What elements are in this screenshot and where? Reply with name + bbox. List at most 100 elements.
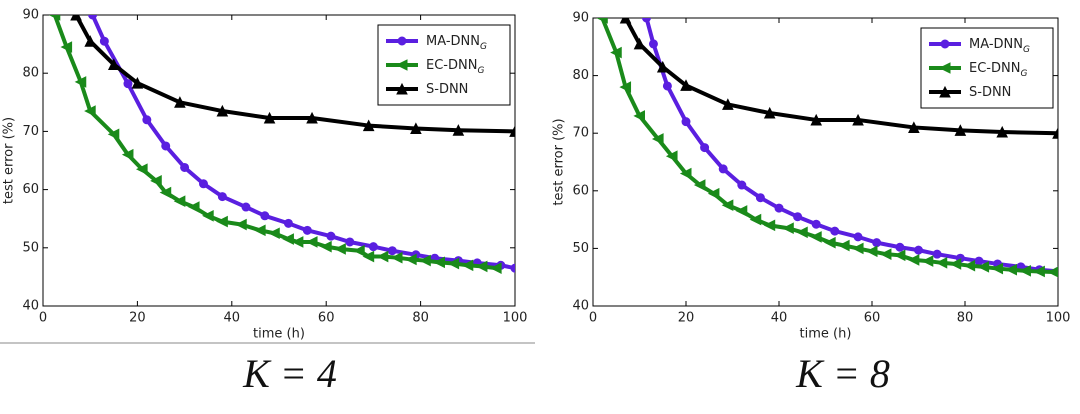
point xyxy=(362,119,375,132)
point xyxy=(107,128,120,141)
point xyxy=(811,219,821,229)
x-tick-label: 40 xyxy=(224,311,241,326)
point xyxy=(991,262,1004,275)
point xyxy=(619,81,632,93)
point xyxy=(879,248,892,260)
point xyxy=(853,232,863,242)
point xyxy=(88,15,98,20)
point xyxy=(907,254,920,266)
point xyxy=(447,257,460,270)
point xyxy=(782,222,794,235)
point xyxy=(174,96,186,108)
point xyxy=(107,58,120,70)
point xyxy=(700,143,710,153)
point xyxy=(1052,127,1058,139)
y-tick-label: 90 xyxy=(572,11,589,26)
legend-subscript: G xyxy=(1020,69,1027,79)
point xyxy=(749,213,762,226)
point xyxy=(908,121,920,133)
point xyxy=(142,115,152,125)
point xyxy=(914,245,923,255)
point xyxy=(376,250,389,263)
x-tick-label: 0 xyxy=(589,311,597,326)
point xyxy=(721,199,734,212)
legend-name: EC-DNN xyxy=(969,61,1020,76)
point xyxy=(679,167,692,180)
point xyxy=(610,46,622,59)
legend-marker xyxy=(940,39,950,49)
point xyxy=(1005,263,1017,276)
point xyxy=(935,256,948,269)
legend-label: MA-DNNG xyxy=(969,37,1030,55)
point xyxy=(737,180,747,190)
point xyxy=(461,259,474,272)
y-axis-label: test error (%) xyxy=(552,118,567,205)
point xyxy=(216,215,228,228)
point xyxy=(893,249,906,262)
point xyxy=(180,162,190,172)
point xyxy=(680,79,692,91)
point xyxy=(681,117,691,127)
point xyxy=(131,76,144,89)
y-tick-label: 90 xyxy=(22,8,39,23)
point xyxy=(510,263,515,273)
point xyxy=(954,124,967,136)
point xyxy=(353,244,365,257)
point xyxy=(305,236,318,248)
point xyxy=(596,18,608,24)
point xyxy=(263,111,276,124)
point xyxy=(656,60,669,73)
point xyxy=(830,226,840,236)
y-tick-label: 50 xyxy=(572,241,589,256)
point xyxy=(865,245,878,258)
point xyxy=(996,125,1009,138)
point xyxy=(121,148,134,161)
point xyxy=(837,239,850,252)
legend-label: S-DNN xyxy=(426,82,468,97)
point xyxy=(84,35,97,47)
point xyxy=(202,209,214,222)
point xyxy=(198,179,208,189)
legend-marker xyxy=(939,85,951,98)
y-tick-label: 40 xyxy=(572,299,589,314)
point xyxy=(755,193,765,203)
point xyxy=(619,18,632,24)
point xyxy=(254,224,266,237)
point xyxy=(452,124,465,136)
x-tick-label: 60 xyxy=(318,311,335,326)
point xyxy=(852,113,864,126)
x-tick-label: 100 xyxy=(503,311,528,326)
point xyxy=(475,260,488,273)
point xyxy=(648,39,658,49)
x-tick-label: 0 xyxy=(39,311,47,326)
point xyxy=(302,225,312,235)
point xyxy=(334,243,346,255)
legend-marker xyxy=(940,39,950,49)
x-tick-label: 40 xyxy=(771,311,788,326)
point xyxy=(99,36,109,46)
point xyxy=(136,163,148,176)
legend-label: S-DNN xyxy=(969,85,1011,100)
point xyxy=(872,238,882,248)
legend-marker xyxy=(938,62,951,74)
point xyxy=(810,231,822,243)
point xyxy=(150,175,162,187)
y-tick-label: 80 xyxy=(572,68,589,83)
point xyxy=(70,15,82,21)
point xyxy=(633,37,646,50)
x-tick-label: 20 xyxy=(129,311,146,326)
y-tick-label: 60 xyxy=(572,183,589,198)
point xyxy=(824,236,836,249)
series-line xyxy=(90,15,515,271)
legend-marker xyxy=(395,59,408,71)
x-tick-label: 100 xyxy=(1046,311,1071,326)
point xyxy=(810,113,823,126)
point xyxy=(241,202,251,212)
point xyxy=(662,81,672,91)
x-axis-label: time (h) xyxy=(800,327,852,342)
point xyxy=(1033,265,1045,278)
point xyxy=(651,133,664,145)
point xyxy=(763,106,776,119)
point xyxy=(1019,265,1031,277)
point xyxy=(187,201,200,213)
